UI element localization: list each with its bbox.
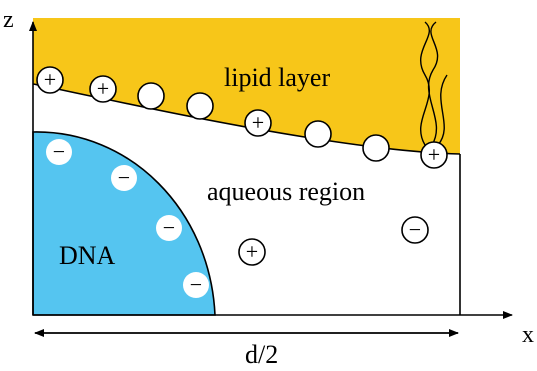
head-plus-2: + — [89, 75, 117, 103]
free-cation: + — [238, 238, 266, 266]
lipid-layer-region — [33, 18, 460, 154]
z-axis-label: z — [3, 7, 14, 33]
plus-sign-4: + — [428, 142, 440, 167]
dna-minus-2: − — [111, 165, 137, 191]
svg-text:−: − — [409, 217, 421, 242]
svg-text:−: − — [163, 215, 175, 240]
dna-label: DNA — [59, 241, 116, 270]
head-neutral-1 — [137, 82, 165, 110]
head-neutral-2 — [186, 92, 214, 120]
width-label: d/2 — [245, 340, 278, 369]
lipid-tail-2 — [427, 21, 439, 146]
lipid-tail-3 — [437, 74, 448, 146]
svg-text:−: − — [53, 139, 65, 164]
head-neutral-3 — [304, 120, 332, 148]
plus-sign-3: + — [252, 110, 264, 135]
dna-minus-1: − — [46, 139, 72, 165]
lipid-layer-label: lipid layer — [224, 63, 330, 92]
dna-region — [32, 131, 216, 316]
x-axis-label: x — [522, 322, 534, 348]
head-neutral-4 — [362, 134, 390, 162]
plus-sign-1: + — [44, 67, 56, 92]
plus-sign-2: + — [97, 76, 109, 101]
lipid-tail-1 — [419, 21, 431, 146]
dna-minus-4: − — [183, 272, 209, 298]
svg-text:+: + — [246, 239, 258, 264]
svg-text:−: − — [118, 165, 130, 190]
aqueous-region-label: aqueous region — [207, 177, 365, 206]
svg-text:−: − — [190, 272, 202, 297]
free-anion: − — [401, 216, 429, 244]
head-plus-4: + — [420, 141, 448, 169]
head-plus-1: + — [36, 66, 64, 94]
dna-minus-3: − — [156, 215, 182, 241]
head-plus-3: + — [244, 109, 272, 137]
